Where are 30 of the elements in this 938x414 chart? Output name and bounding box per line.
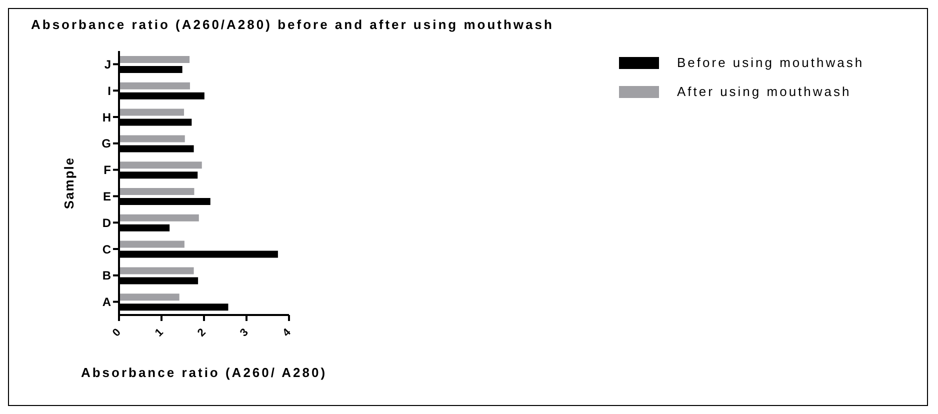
bar xyxy=(119,135,185,142)
y-tick-label: C xyxy=(102,242,112,256)
bar xyxy=(119,294,180,301)
y-tick-label: I xyxy=(108,84,111,98)
bar xyxy=(119,82,190,90)
x-axis-title: Absorbance ratio (A260/ A280) xyxy=(80,365,328,380)
bar xyxy=(119,267,194,274)
bar xyxy=(119,214,199,222)
y-tick-label: D xyxy=(102,216,112,230)
y-tick-label: F xyxy=(104,163,111,178)
bar xyxy=(119,108,184,116)
chart-title: Absorbance ratio (A260/A280) before and after using mouthwash xyxy=(31,17,554,32)
y-tick-label: B xyxy=(102,268,112,283)
x-tick-label: 0 xyxy=(110,326,124,340)
y-tick-label: H xyxy=(102,110,111,124)
x-tick-label: 4 xyxy=(280,326,294,340)
y-tick-label: E xyxy=(102,189,111,204)
x-tick-label: 3 xyxy=(238,326,251,340)
y-tick-label: J xyxy=(104,57,111,72)
bar xyxy=(119,188,194,195)
x-tick-label: 2 xyxy=(195,326,208,340)
bar xyxy=(119,162,202,169)
y-tick-label: G xyxy=(102,136,111,151)
legend-label: After using mouthwash xyxy=(677,84,852,99)
bar xyxy=(119,56,190,63)
legend-label: Before using mouthwash xyxy=(677,55,864,70)
x-tick-label: 1 xyxy=(152,326,166,340)
y-axis-title: Sample xyxy=(62,156,77,210)
y-tick-label: A xyxy=(102,295,112,310)
bar xyxy=(119,240,184,248)
